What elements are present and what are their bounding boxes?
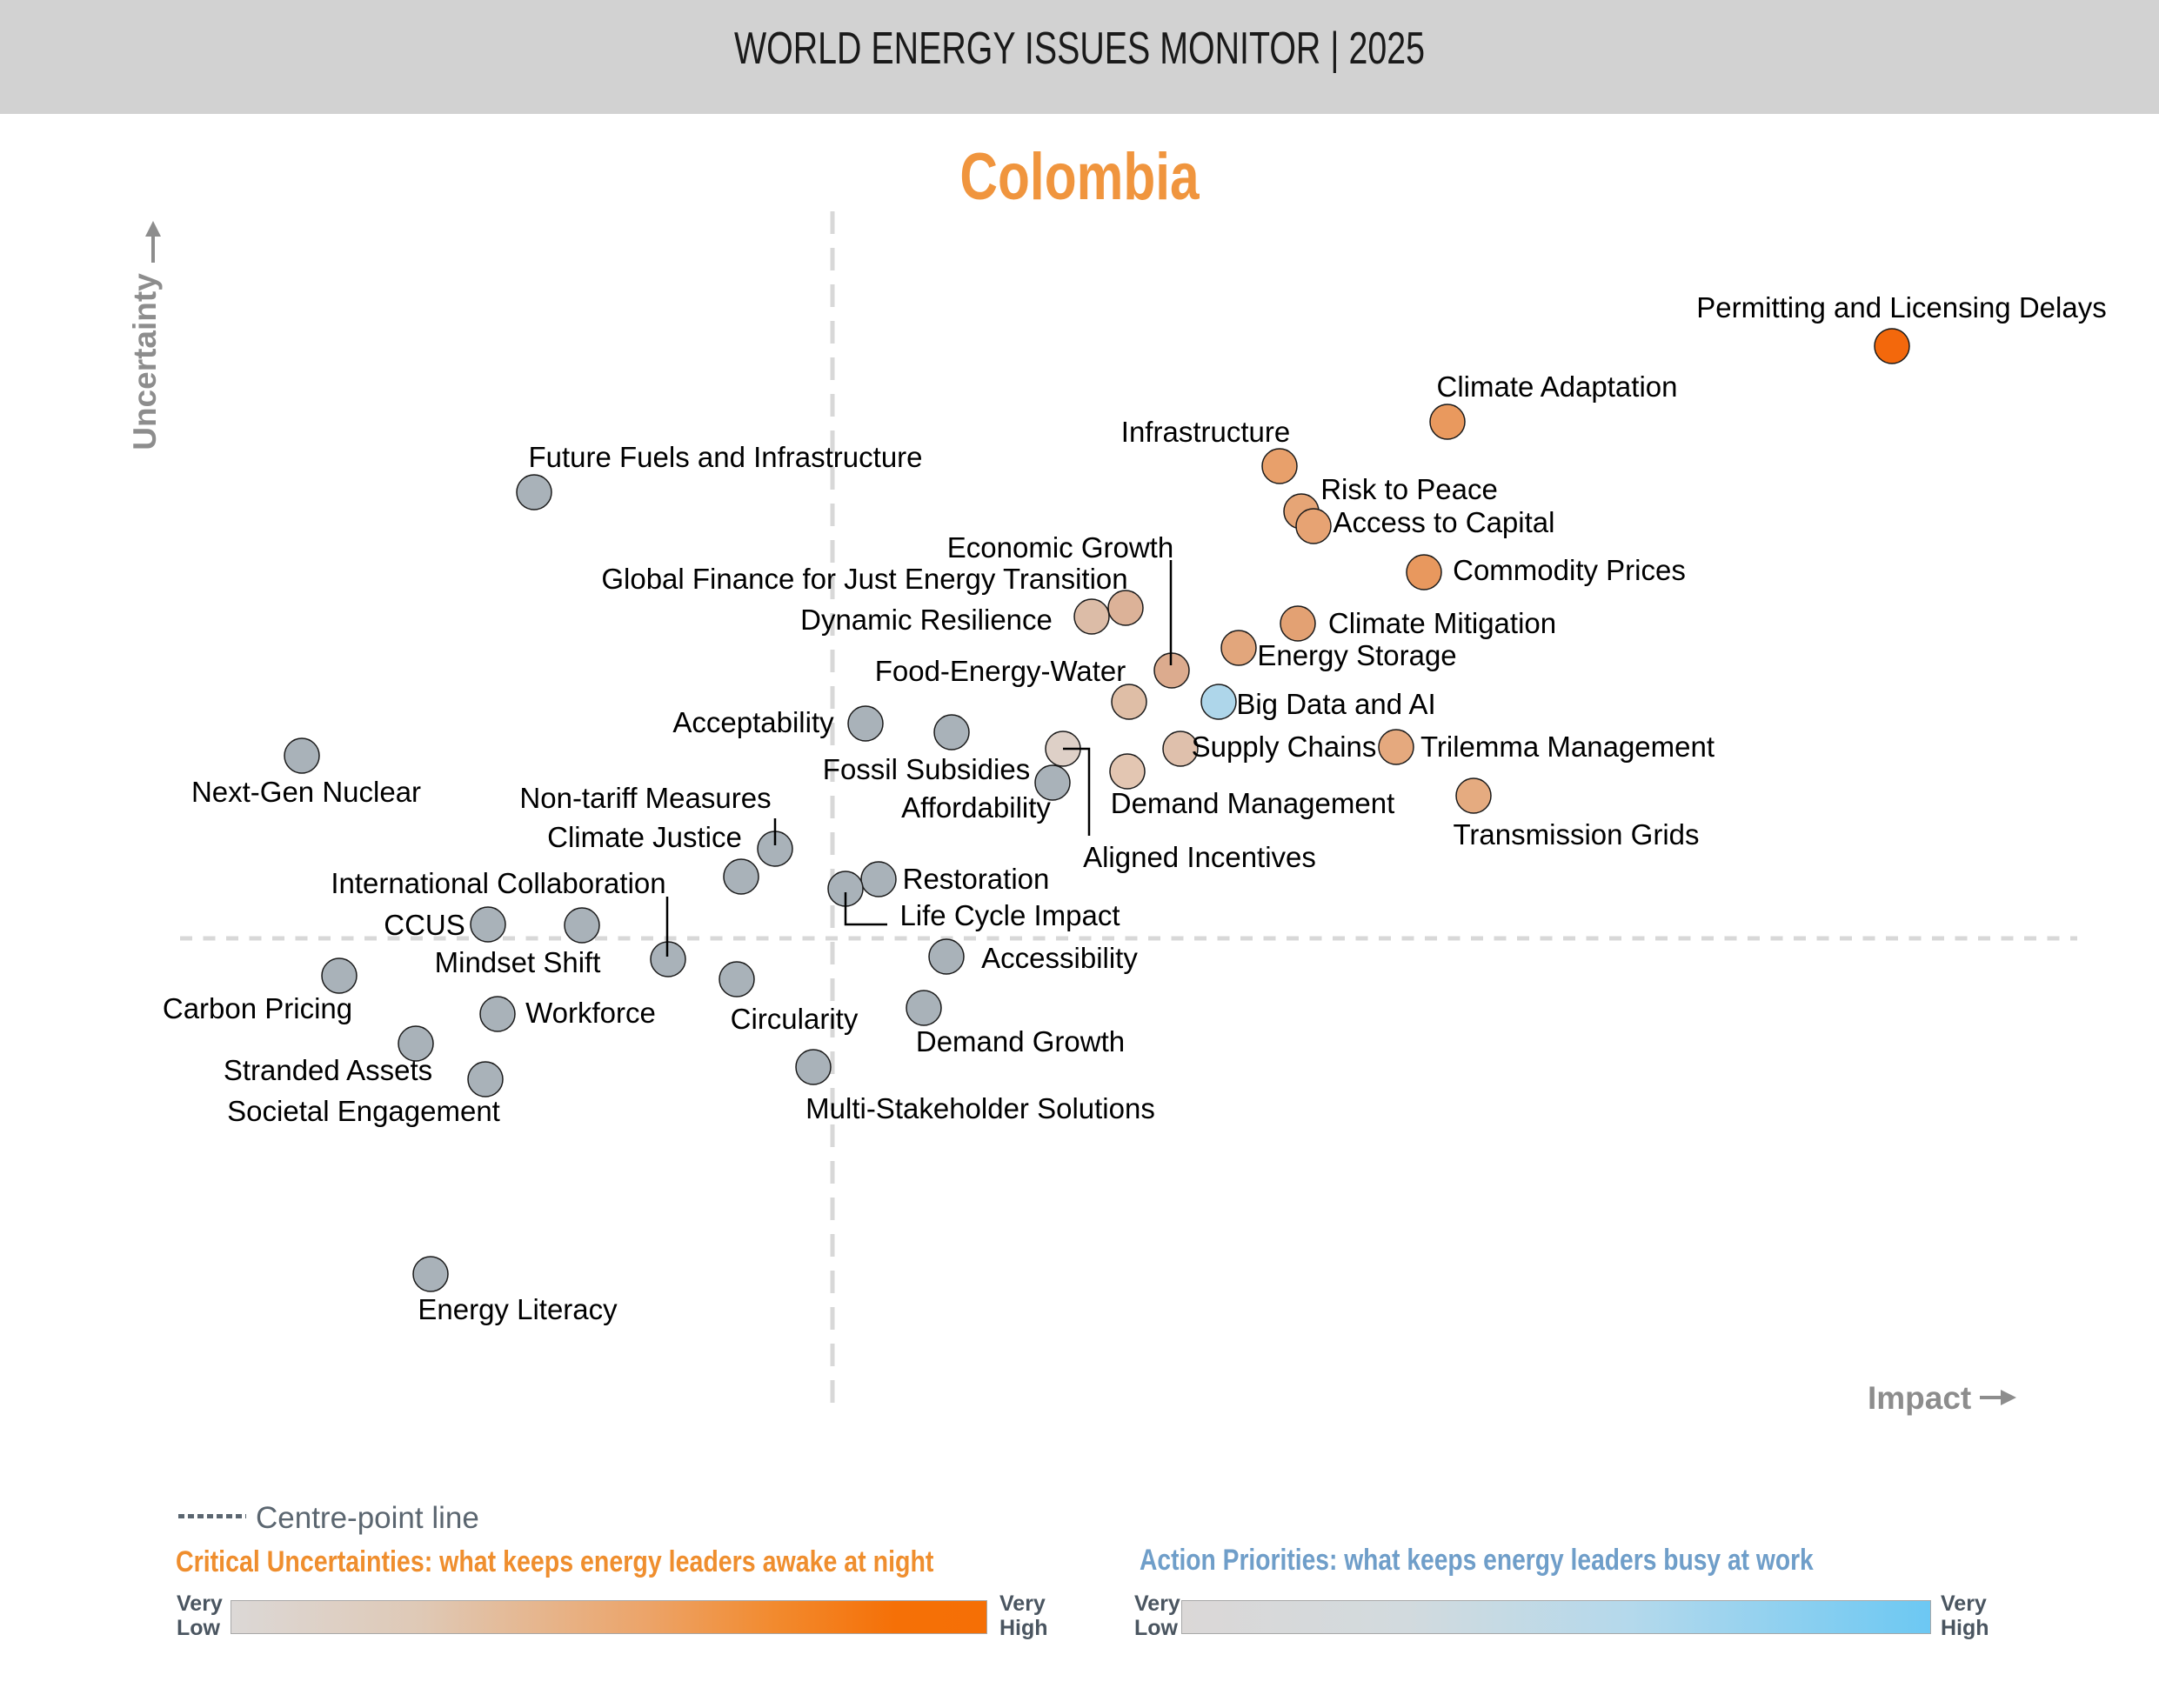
svg-text:Demand Growth: Demand Growth [916, 1025, 1125, 1057]
svg-text:Accessibility: Accessibility [981, 942, 1138, 974]
svg-text:CCUS: CCUS [384, 909, 465, 941]
svg-text:Permitting and Licensing Delay: Permitting and Licensing Delays [1696, 291, 2106, 324]
svg-text:Circularity: Circularity [731, 1003, 859, 1035]
svg-text:Dynamic Resilience: Dynamic Resilience [800, 604, 1053, 636]
svg-text:Restoration: Restoration [903, 863, 1050, 895]
svg-text:Fossil Subsidies: Fossil Subsidies [823, 753, 1030, 785]
svg-text:International Collaboration: International Collaboration [331, 867, 665, 899]
svg-text:Aligned Incentives: Aligned Incentives [1083, 841, 1316, 873]
svg-text:Commodity Prices: Commodity Prices [1453, 554, 1686, 586]
svg-text:Mindset Shift: Mindset Shift [435, 946, 601, 978]
svg-text:Supply Chains: Supply Chains [1192, 731, 1377, 763]
svg-text:Food-Energy-Water: Food-Energy-Water [875, 655, 1126, 687]
svg-text:Impact: Impact [1868, 1380, 1971, 1416]
svg-text:Non-tariff Measures: Non-tariff Measures [519, 782, 771, 814]
svg-text:Energy Storage: Energy Storage [1257, 639, 1456, 671]
svg-text:Trilemma Management: Trilemma Management [1420, 731, 1714, 763]
svg-text:Multi-Stakeholder Solutions: Multi-Stakeholder Solutions [805, 1092, 1155, 1124]
svg-text:Carbon Pricing: Carbon Pricing [163, 992, 352, 1024]
svg-text:Future Fuels and Infrastructur: Future Fuels and Infrastructure [528, 441, 922, 473]
svg-text:Uncertainty: Uncertainty [127, 273, 163, 450]
svg-text:Climate Mitigation: Climate Mitigation [1328, 607, 1556, 639]
svg-text:Acceptability: Acceptability [672, 706, 834, 738]
svg-text:Energy Literacy: Energy Literacy [418, 1293, 618, 1325]
svg-text:Climate Justice: Climate Justice [547, 821, 742, 853]
svg-text:Infrastructure: Infrastructure [1121, 416, 1290, 448]
svg-text:Next-Gen Nuclear: Next-Gen Nuclear [191, 776, 421, 808]
svg-text:Transmission Grids: Transmission Grids [1454, 818, 1700, 851]
svg-text:Workforce: Workforce [525, 997, 656, 1029]
svg-text:Risk to Peace: Risk to Peace [1320, 473, 1498, 505]
svg-text:Stranded Assets: Stranded Assets [224, 1054, 432, 1086]
svg-text:Global Finance for Just Energy: Global Finance for Just Energy Transitio… [601, 563, 1127, 595]
svg-text:Big Data and AI: Big Data and AI [1236, 688, 1435, 720]
svg-text:Economic Growth: Economic Growth [947, 531, 1173, 564]
svg-text:Climate Adaptation: Climate Adaptation [1436, 370, 1677, 403]
svg-text:Access to Capital: Access to Capital [1334, 506, 1555, 538]
svg-text:Affordability: Affordability [901, 791, 1051, 824]
svg-text:Societal Engagement: Societal Engagement [227, 1095, 500, 1127]
svg-text:Life Cycle Impact: Life Cycle Impact [899, 899, 1120, 931]
svg-text:Demand Management: Demand Management [1111, 787, 1395, 819]
